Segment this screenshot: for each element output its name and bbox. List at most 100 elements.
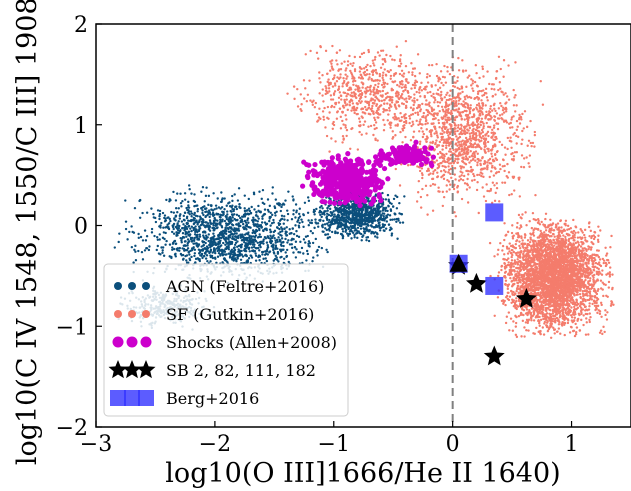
- data-point: [384, 227, 388, 230]
- data-point: [246, 239, 249, 242]
- data-point: [137, 232, 140, 236]
- data-point: [219, 220, 222, 224]
- data-point: [233, 213, 236, 216]
- data-point: [249, 241, 253, 244]
- data-point: [231, 250, 234, 254]
- data-point: [160, 221, 163, 225]
- data-point: [597, 225, 600, 228]
- data-point: [596, 289, 599, 293]
- data-point: [171, 224, 174, 227]
- data-point: [223, 258, 227, 262]
- data-point: [272, 218, 275, 222]
- data-point: [218, 233, 221, 237]
- data-point: [273, 257, 277, 261]
- data-point: [310, 221, 314, 225]
- data-point: [505, 315, 509, 318]
- data-point: [589, 315, 592, 319]
- data-point: [294, 240, 298, 243]
- data-point: [374, 235, 377, 238]
- data-point: [230, 213, 234, 216]
- data-point: [219, 200, 223, 204]
- data-point: [282, 257, 286, 260]
- data-point: [501, 249, 504, 252]
- data-point: [264, 227, 267, 230]
- data-point: [525, 329, 528, 332]
- data-point: [351, 202, 354, 206]
- data-point: [150, 227, 154, 231]
- data-point: [256, 220, 259, 223]
- data-point: [221, 254, 225, 257]
- data-point: [256, 246, 260, 250]
- data-point: [362, 223, 366, 226]
- data-point: [305, 259, 308, 262]
- data-point: [180, 205, 183, 208]
- data-point: [289, 232, 293, 235]
- data-point: [145, 211, 149, 214]
- data-point: [212, 224, 215, 227]
- data-point: [304, 241, 307, 244]
- data-point: [389, 209, 393, 213]
- data-point: [230, 232, 234, 236]
- data-point: [297, 226, 301, 229]
- data-point: [180, 254, 183, 257]
- data-point: [231, 235, 234, 238]
- data-point: [182, 218, 186, 222]
- data-point: [172, 227, 175, 231]
- data-point: [206, 247, 209, 250]
- data-point: [187, 241, 190, 244]
- data-point: [324, 233, 328, 236]
- data-point: [233, 251, 236, 254]
- data-point: [281, 230, 284, 233]
- data-point: [178, 217, 181, 220]
- data-point: [214, 241, 217, 245]
- data-point: [222, 241, 225, 245]
- data-point: [512, 283, 516, 286]
- data-point: [521, 245, 524, 248]
- data-point: [182, 214, 185, 218]
- data-point: [576, 293, 579, 296]
- data-point: [172, 232, 176, 235]
- data-point: [260, 221, 264, 224]
- data-point: [294, 203, 298, 206]
- data-point: [496, 296, 500, 299]
- data-point: [223, 219, 227, 223]
- data-point: [252, 245, 256, 249]
- data-point: [179, 201, 183, 205]
- data-point: [374, 231, 377, 234]
- data-point: [272, 251, 276, 254]
- data-point: [569, 314, 573, 317]
- data-point: [176, 223, 179, 227]
- data-point: [186, 219, 190, 222]
- data-point: [230, 223, 234, 226]
- data-point: [523, 326, 526, 329]
- data-point: [527, 329, 530, 332]
- data-point: [335, 220, 338, 223]
- data-point: [259, 225, 263, 228]
- data-point: [352, 219, 355, 222]
- data-point: [274, 254, 277, 257]
- data-point: [233, 248, 237, 252]
- data-point: [329, 223, 332, 226]
- data-point: [239, 258, 243, 261]
- data-point: [553, 332, 556, 335]
- data-point: [326, 206, 329, 210]
- data-point: [583, 236, 587, 239]
- data-point: [205, 207, 208, 210]
- data-point: [328, 207, 332, 211]
- data-point: [510, 285, 514, 288]
- data-point: [225, 245, 229, 249]
- data-point: [205, 236, 208, 239]
- data-point: [178, 214, 182, 218]
- data-point: [291, 227, 294, 230]
- data-point: [512, 320, 515, 323]
- data-point: [194, 225, 197, 228]
- data-point: [192, 199, 196, 203]
- data-point: [290, 246, 294, 250]
- data-point: [254, 252, 257, 255]
- data-point: [334, 230, 337, 233]
- data-point: [273, 229, 277, 233]
- data-point: [326, 237, 329, 240]
- data-point: [217, 251, 221, 255]
- data-point: [511, 224, 514, 227]
- data-point: [176, 192, 179, 195]
